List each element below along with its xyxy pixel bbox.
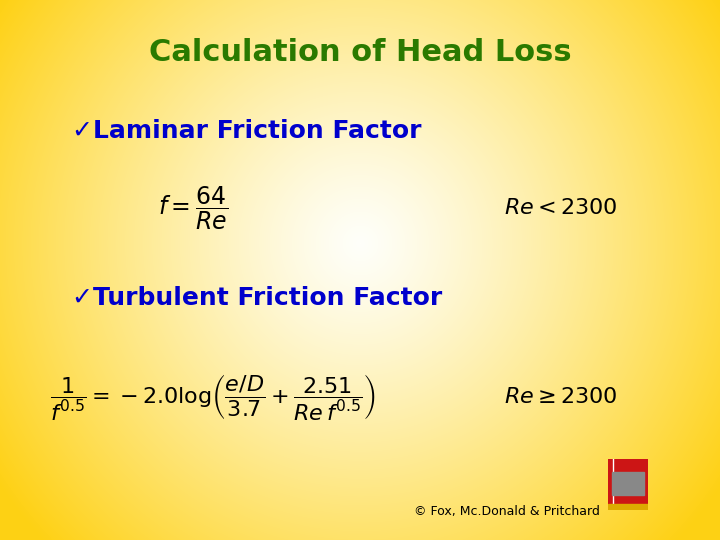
Text: $\dfrac{1}{f^{0.5}} = -2.0 \log\!\left(\dfrac{e/D}{3.7} + \dfrac{2.51}{\mathit{R: $\dfrac{1}{f^{0.5}} = -2.0 \log\!\left(\… — [50, 372, 377, 422]
Bar — [612, 472, 644, 495]
Bar — [608, 504, 648, 510]
Text: © Fox, Mc.Donald & Pritchard: © Fox, Mc.Donald & Pritchard — [414, 505, 600, 518]
Text: $f = \dfrac{64}{Re}$: $f = \dfrac{64}{Re}$ — [158, 184, 229, 232]
Text: ✓Laminar Friction Factor: ✓Laminar Friction Factor — [72, 119, 421, 143]
Text: $\mathit{Re} \geq 2300$: $\mathit{Re} \geq 2300$ — [504, 387, 618, 407]
Text: ✓Turbulent Friction Factor: ✓Turbulent Friction Factor — [72, 286, 442, 310]
Text: $\mathit{Re} < 2300$: $\mathit{Re} < 2300$ — [504, 198, 618, 218]
Text: Calculation of Head Loss: Calculation of Head Loss — [149, 38, 571, 67]
